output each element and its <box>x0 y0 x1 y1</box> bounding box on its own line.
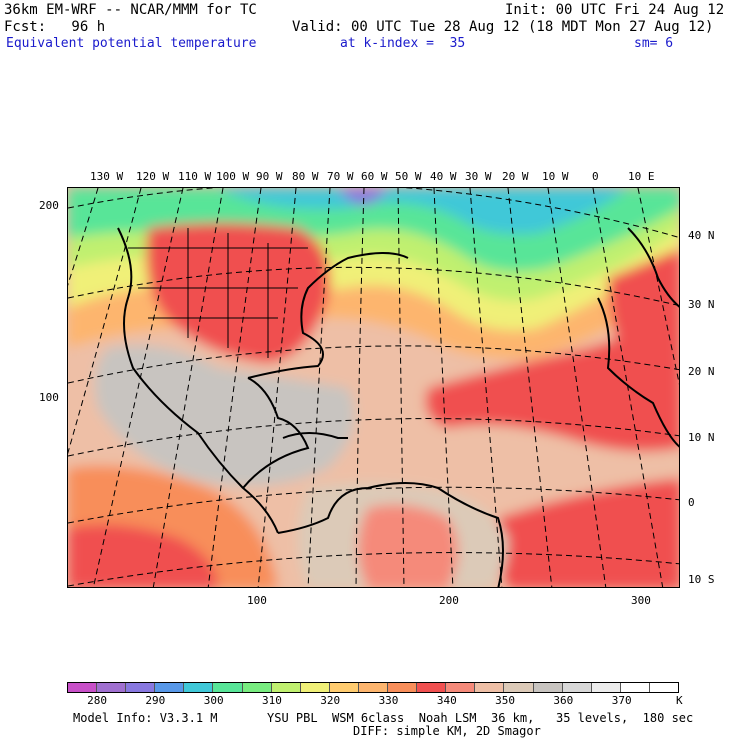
coastlines <box>117 227 679 587</box>
lat-label: 30 N <box>688 298 715 311</box>
model-info: Model Info: V3.3.1 M <box>73 711 218 725</box>
lat-label: 10 N <box>688 431 715 444</box>
lon-label: 120 W <box>136 170 170 183</box>
lat-label: 40 N <box>688 229 715 242</box>
lon-label: 90 W <box>256 170 283 183</box>
colorbar-tick-label: 300 <box>203 694 224 707</box>
lon-label: 0 <box>592 170 599 183</box>
colorbar-tick-label: 290 <box>145 694 166 707</box>
borders <box>128 228 308 358</box>
physics-info: YSU PBL WSM 6class Noah LSM 36 km, 35 le… <box>267 711 694 725</box>
lon-label: 70 W <box>327 170 354 183</box>
forecast-hour: Fcst: 96 h <box>4 19 106 35</box>
colorbar-swatch <box>155 683 185 692</box>
lat-label: 0 <box>688 496 695 509</box>
lat-label: 20 N <box>688 365 715 378</box>
colorbar-tick-label: 370 <box>611 694 632 707</box>
grid-y-label: 100 <box>39 391 59 404</box>
colorbar-tick-label: 340 <box>436 694 457 707</box>
colorbar-swatch <box>562 683 592 692</box>
colorbar-swatch <box>329 683 359 692</box>
colorbar-swatch <box>649 683 678 692</box>
lon-label: 130 W <box>90 170 124 183</box>
lon-label: 80 W <box>292 170 319 183</box>
lon-label: 50 W <box>395 170 422 183</box>
colorbar-swatch <box>591 683 621 692</box>
lon-label: 10 W <box>542 170 569 183</box>
colorbar-swatch <box>417 683 447 692</box>
latitude-lines <box>68 188 679 587</box>
lon-label: 20 W <box>502 170 529 183</box>
colorbar-unit: K <box>676 694 683 707</box>
colorbar <box>67 682 679 693</box>
level-index: at k-index = 35 <box>340 36 466 51</box>
colorbar-swatch <box>358 683 389 692</box>
colorbar-tick-label: 320 <box>320 694 341 707</box>
smoothing: sm= 6 <box>634 36 674 51</box>
colorbar-swatch <box>213 683 243 692</box>
colorbar-swatch <box>126 683 156 692</box>
colorbar-tick-label: 360 <box>553 694 574 707</box>
init-time: Init: 00 UTC Fri 24 Aug 12 <box>505 2 725 18</box>
lon-label: 100 W <box>216 170 250 183</box>
colorbar-swatch <box>97 683 127 692</box>
model-title: 36km EM-WRF -- NCAR/MMM for TC <box>4 2 257 18</box>
colorbar-swatch <box>271 683 301 692</box>
theta-e-map <box>68 188 679 587</box>
colorbar-swatch <box>388 683 418 692</box>
diffusion-info: DIFF: simple KM, 2D Smagor <box>353 724 541 738</box>
colorbar-swatch <box>620 683 650 692</box>
colorbar-swatch <box>504 683 534 692</box>
lat-label: 10 S <box>688 573 715 586</box>
colorbar-tick-label: 330 <box>378 694 399 707</box>
lon-label: 30 W <box>465 170 492 183</box>
colorbar-swatch <box>533 683 563 692</box>
lon-label: 40 W <box>430 170 457 183</box>
lon-label: 110 W <box>178 170 212 183</box>
colorbar-swatch <box>300 683 330 692</box>
lon-label: 60 W <box>361 170 388 183</box>
valid-time: Valid: 00 UTC Tue 28 Aug 12 (18 MDT Mon … <box>292 19 714 35</box>
colorbar-tick-label: 350 <box>495 694 516 707</box>
grid-x-label: 300 <box>631 594 651 607</box>
grid-y-label: 200 <box>39 199 59 212</box>
colorbar-tick-label: 280 <box>87 694 108 707</box>
colorbar-swatch <box>184 683 214 692</box>
lon-label: 10 E <box>628 170 655 183</box>
map-panel <box>67 187 680 588</box>
longitude-lines <box>68 188 679 587</box>
colorbar-swatch <box>475 683 505 692</box>
colorbar-swatch <box>242 683 272 692</box>
colorbar-swatch <box>446 683 476 692</box>
colorbar-swatch <box>68 683 98 692</box>
grid-x-label: 100 <box>247 594 267 607</box>
grid-x-label: 200 <box>439 594 459 607</box>
colorbar-tick-label: 310 <box>262 694 282 707</box>
field-name: Equivalent potential temperature <box>6 36 257 51</box>
